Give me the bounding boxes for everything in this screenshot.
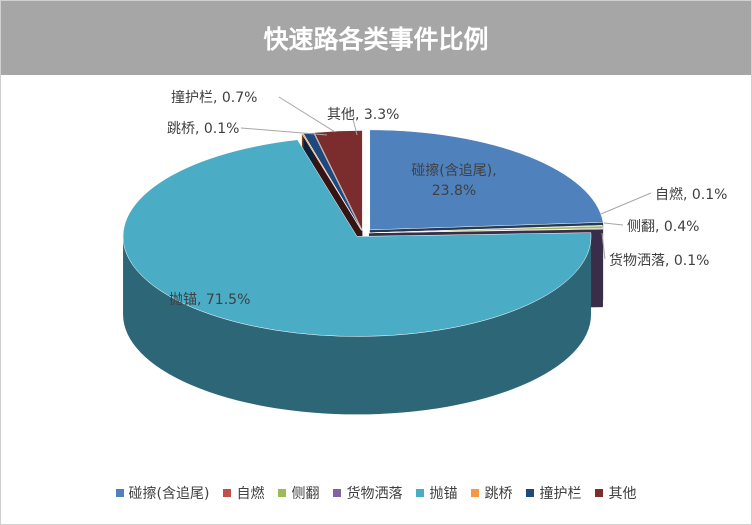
legend-label: 抛锚 — [429, 486, 458, 502]
legend-item: 撞护栏 — [526, 483, 581, 503]
data-label: 其他, 3.3% — [327, 107, 400, 123]
legend-swatch — [526, 489, 535, 497]
chart-title: 快速路各类事件比例 — [1, 1, 751, 75]
leader-line — [352, 118, 358, 136]
legend-swatch — [471, 489, 480, 497]
slice-side — [123, 236, 592, 415]
leader-line — [603, 222, 624, 226]
legend-label: 自燃 — [236, 486, 265, 502]
legend-label: 跳桥 — [484, 486, 513, 502]
legend: 碰擦(含追尾) 自燃 侧翻 货物洒落 抛锚 跳桥 撞护栏 其他 — [1, 483, 751, 503]
legend-item: 侧翻 — [278, 483, 319, 503]
slice — [122, 139, 592, 337]
slice — [368, 228, 604, 234]
slice — [369, 129, 604, 231]
data-label: 侧翻, 0.4% — [627, 219, 700, 235]
legend-label: 其他 — [608, 486, 637, 502]
legend-swatch — [416, 489, 425, 497]
leader-line — [278, 96, 336, 133]
legend-swatch — [115, 489, 124, 497]
legend-item: 货物洒落 — [333, 483, 402, 503]
legend-label: 撞护栏 — [539, 486, 582, 502]
legend-item: 跳桥 — [471, 483, 512, 503]
legend-item: 抛锚 — [416, 483, 457, 503]
legend-item: 自燃 — [223, 483, 264, 503]
data-label: 货物洒落, 0.1% — [609, 253, 710, 269]
slice — [313, 130, 363, 231]
leader-line — [601, 232, 606, 260]
data-label: 撞护栏, 0.7% — [171, 90, 258, 106]
legend-label: 碰擦(含追尾) — [128, 486, 210, 502]
data-label: 碰擦(含追尾), 23.8% — [411, 163, 497, 199]
leader-line — [600, 192, 652, 215]
legend-swatch — [278, 489, 287, 497]
leader-line — [240, 127, 328, 136]
legend-label: 货物洒落 — [346, 486, 403, 502]
legend-swatch — [333, 489, 342, 497]
legend-swatch — [223, 489, 232, 497]
data-label: 跳桥, 0.1% — [167, 121, 240, 137]
legend-item: 其他 — [595, 483, 636, 503]
legend-item: 碰擦(含追尾) — [115, 483, 210, 503]
legend-swatch — [595, 489, 604, 497]
data-label: 自燃, 0.1% — [655, 187, 728, 203]
legend-label: 侧翻 — [291, 486, 320, 502]
data-label: 抛锚, 71.5% — [169, 292, 251, 308]
